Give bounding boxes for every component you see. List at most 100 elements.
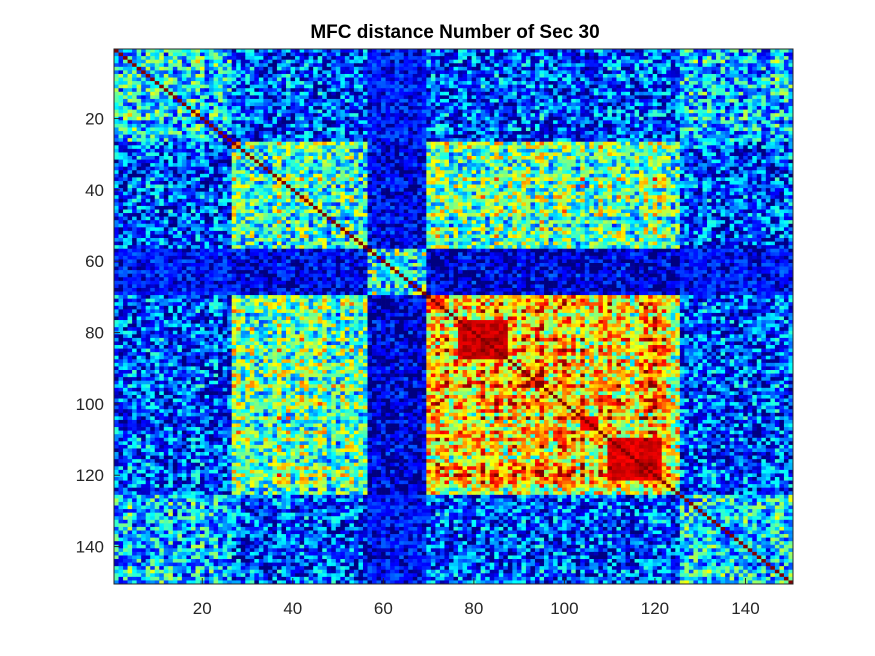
heatmap-cell (485, 131, 491, 135)
heatmap-cell (783, 98, 789, 103)
heatmap-cell (458, 109, 463, 114)
heatmap-cell (521, 123, 527, 128)
heatmap-cell (580, 159, 586, 164)
heatmap-cell (240, 109, 246, 114)
heatmap-cell (141, 127, 147, 132)
heatmap-cell (756, 88, 762, 93)
heatmap-cell (607, 81, 613, 86)
heatmap-cell (643, 59, 649, 64)
heatmap-cell (163, 49, 169, 53)
heatmap-cell (417, 145, 423, 150)
heatmap-cell (186, 49, 192, 53)
heatmap-cell (684, 70, 690, 75)
heatmap-cell (548, 109, 554, 114)
heatmap-cell (295, 56, 300, 61)
heatmap-cell (426, 63, 432, 68)
heatmap-cell (421, 59, 427, 64)
heatmap-cell (281, 95, 287, 100)
heatmap-cell (421, 81, 427, 86)
heatmap-cell (186, 84, 192, 89)
heatmap-cell (476, 102, 482, 107)
heatmap-cell (679, 88, 685, 93)
heatmap-cell (467, 52, 472, 57)
heatmap-cell (227, 102, 233, 107)
heatmap-cell (720, 56, 726, 61)
heatmap-cell (276, 123, 282, 128)
heatmap-cell (385, 63, 391, 68)
heatmap-cell (616, 66, 622, 71)
heatmap-cell (195, 145, 201, 150)
heatmap-cell (675, 145, 681, 150)
heatmap-cell (245, 66, 251, 71)
heatmap-cell (611, 156, 617, 160)
heatmap-cell (276, 163, 282, 168)
heatmap-cell (516, 116, 522, 121)
heatmap-cell (430, 113, 436, 118)
heatmap-cell (553, 63, 558, 68)
heatmap-cell (743, 113, 749, 118)
heatmap-cell (462, 66, 468, 71)
heatmap-cell (476, 81, 482, 86)
heatmap-cell (367, 145, 373, 150)
heatmap-cell (213, 56, 219, 61)
heatmap-cell (172, 52, 178, 57)
heatmap-cell (544, 52, 549, 57)
heatmap-cell (263, 123, 269, 128)
heatmap-cell (589, 77, 595, 82)
heatmap-cell (254, 106, 260, 110)
heatmap-cell (747, 109, 753, 114)
heatmap-cell (430, 156, 436, 160)
heatmap-cell (394, 116, 400, 121)
heatmap-cell (177, 81, 183, 86)
heatmap-cell (630, 63, 635, 68)
heatmap-cell (231, 148, 237, 153)
heatmap-cell (534, 159, 540, 164)
heatmap-cell (643, 127, 649, 132)
heatmap-cell (267, 141, 273, 146)
heatmap-cell (399, 73, 405, 78)
heatmap-cell (421, 120, 427, 125)
heatmap-cell (630, 91, 635, 96)
heatmap-cell (697, 81, 703, 86)
heatmap-cell (584, 95, 590, 100)
heatmap-cell (399, 52, 405, 57)
heatmap-cell (743, 106, 749, 110)
heatmap-cell (150, 156, 156, 160)
heatmap-cell (702, 81, 708, 86)
heatmap-cell (353, 159, 359, 164)
heatmap-cell (435, 88, 441, 93)
heatmap-cell (679, 70, 685, 75)
heatmap-cell (458, 70, 463, 75)
heatmap-cell (254, 148, 260, 153)
heatmap-cell (503, 91, 509, 96)
heatmap-cell (720, 70, 726, 75)
heatmap-cell (439, 152, 445, 157)
heatmap-cell (272, 66, 278, 71)
heatmap-cell (200, 116, 205, 121)
heatmap-cell (290, 127, 296, 132)
heatmap-cell (720, 95, 726, 100)
heatmap-cell (548, 113, 554, 118)
heatmap-cell (444, 116, 450, 121)
heatmap-cell (752, 152, 758, 157)
heatmap-cell (453, 84, 459, 89)
heatmap-cell (236, 77, 242, 82)
heatmap-cell (381, 52, 386, 57)
heatmap-cell (209, 109, 214, 114)
heatmap-cell (620, 70, 626, 75)
heatmap-cell (607, 102, 613, 107)
heatmap-cell (485, 49, 491, 53)
heatmap-cell (263, 138, 269, 143)
heatmap-cell (734, 163, 740, 168)
heatmap-cell (426, 141, 432, 146)
heatmap-cell (697, 73, 703, 78)
heatmap-cell (747, 141, 753, 146)
heatmap-cell (190, 59, 196, 64)
heatmap-cell (761, 98, 767, 103)
heatmap-cell (471, 84, 477, 89)
heatmap-cell (648, 66, 654, 71)
heatmap-cell (539, 102, 545, 107)
heatmap-cell (747, 63, 753, 68)
heatmap-cell (634, 81, 640, 86)
heatmap-cell (783, 66, 789, 71)
